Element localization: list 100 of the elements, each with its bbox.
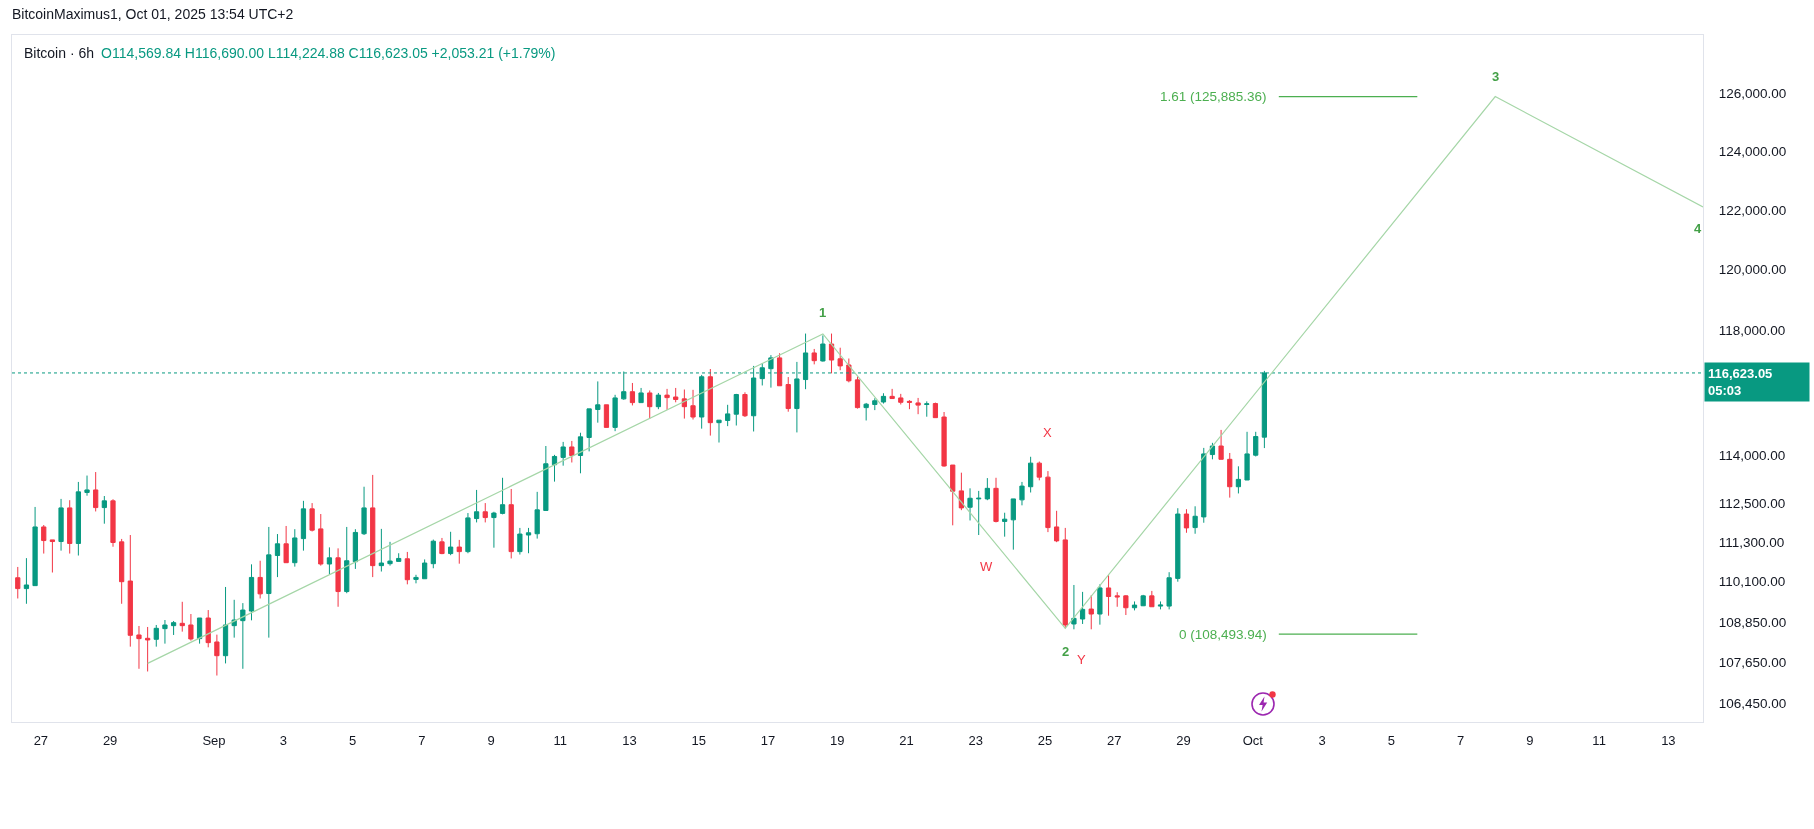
- candlestick: [941, 411, 947, 468]
- x-tick-label: 7: [418, 732, 426, 748]
- x-tick-label: 13: [1661, 732, 1676, 748]
- candlestick: [170, 620, 177, 636]
- x-tick-label: 11: [553, 732, 568, 748]
- candlestick: [828, 333, 835, 374]
- x-tick-label: 7: [1456, 732, 1465, 748]
- candlestick: [41, 524, 47, 555]
- candlestick: [23, 557, 30, 605]
- y-tick-label: 111,300.00: [1718, 534, 1785, 550]
- candlestick: [725, 404, 731, 427]
- candlestick: [439, 537, 445, 555]
- series-label: 1.61 (125,885.36): [1160, 89, 1267, 104]
- candlestick: [517, 527, 523, 556]
- candlestick: [1079, 591, 1086, 625]
- candlestick: [1131, 600, 1138, 611]
- candlestick: [577, 432, 584, 474]
- candlestick: [837, 347, 843, 371]
- candlestick: [257, 560, 263, 599]
- candlestick: [145, 626, 151, 672]
- candlestick: [1244, 431, 1250, 481]
- candlestick: [560, 441, 566, 467]
- candlestick: [67, 499, 73, 555]
- candlestick: [127, 534, 133, 648]
- candlestick: [1157, 600, 1164, 610]
- annotation: 3: [1492, 69, 1500, 84]
- candlestick: [1201, 447, 1207, 524]
- candlestick: [638, 387, 644, 404]
- candlestick: [1149, 590, 1155, 608]
- x-tick-label: 11: [1592, 732, 1606, 748]
- candlestick: [32, 506, 38, 587]
- candlestick: [266, 526, 272, 639]
- y-tick-label: 114,000.00: [1718, 447, 1786, 463]
- candlestick: [309, 502, 315, 532]
- candlestick: [326, 546, 333, 575]
- candlestick: [387, 541, 393, 567]
- x-tick-label: 25: [1037, 732, 1053, 748]
- candlestick: [1227, 452, 1233, 499]
- candlestick: [915, 397, 921, 415]
- y-tick-label: 107,650.00: [1718, 655, 1787, 671]
- candlestick: [396, 552, 402, 562]
- y-tick-label: 118,000.00: [1718, 323, 1786, 339]
- candlestick: [1036, 461, 1042, 481]
- candlestick: [924, 400, 930, 418]
- candlestick: [820, 334, 826, 363]
- candlestick: [335, 547, 341, 608]
- candlestick: [274, 533, 281, 578]
- candlestick: [1010, 498, 1016, 551]
- candlestick: [690, 389, 696, 421]
- y-tick-label: 112,500.00: [1718, 495, 1786, 511]
- candlestick: [534, 491, 540, 540]
- candlestick: [880, 392, 887, 405]
- candlestick: [595, 380, 601, 424]
- annotation: W: [980, 559, 993, 574]
- candlestick: [699, 374, 705, 430]
- x-tick-label: 19: [830, 732, 845, 748]
- candlestick: [292, 528, 298, 568]
- candlestick: [1105, 574, 1112, 617]
- candlestick: [967, 487, 973, 521]
- candlestick: [15, 566, 21, 599]
- candlestick: [742, 391, 748, 418]
- candlestick: [898, 393, 904, 405]
- candlestick: [647, 389, 653, 420]
- candlestick: [370, 474, 376, 578]
- candlestick: [1192, 505, 1198, 535]
- candlestick: [248, 563, 255, 621]
- x-tick-label: 3: [1318, 732, 1326, 748]
- y-tick-label: 126,000.00: [1718, 86, 1787, 102]
- candlestick: [473, 489, 480, 523]
- candlestick: [422, 558, 428, 580]
- candlestick: [110, 498, 116, 548]
- x-tick-label: 5: [1387, 732, 1395, 748]
- candlestick: [863, 402, 869, 421]
- x-tick-label: Sep: [202, 732, 226, 748]
- candlestick: [932, 402, 939, 419]
- candlestick: [456, 539, 462, 565]
- annotation: 2: [1062, 644, 1070, 659]
- candlestick: [499, 477, 506, 515]
- candlestick: [1114, 591, 1120, 608]
- candlestick: [448, 531, 454, 556]
- candlestick: [811, 348, 817, 365]
- candlestick: [569, 440, 575, 463]
- candlestick: [906, 399, 913, 410]
- candlestick: [231, 599, 237, 639]
- candlestick: [543, 445, 549, 511]
- text: BitcoinMaximus1, Oct 01, 2025 13:54 UTC+2: [12, 6, 294, 22]
- candlestick: [984, 477, 990, 501]
- x-tick-label: 29: [102, 732, 118, 748]
- candlestick: [993, 477, 999, 523]
- candlestick: [1062, 527, 1068, 629]
- candlestick: [1053, 510, 1060, 543]
- x-tick-label: Oct: [1242, 732, 1264, 748]
- candlestick: [93, 471, 99, 512]
- candlestick: [136, 625, 142, 670]
- candlestick: [283, 525, 289, 564]
- candlestick: [976, 490, 982, 536]
- candlestick: [1088, 594, 1094, 630]
- x-tick-label: 5: [348, 732, 357, 748]
- candlestick: [586, 408, 592, 452]
- x-tick-label: 21: [899, 732, 914, 748]
